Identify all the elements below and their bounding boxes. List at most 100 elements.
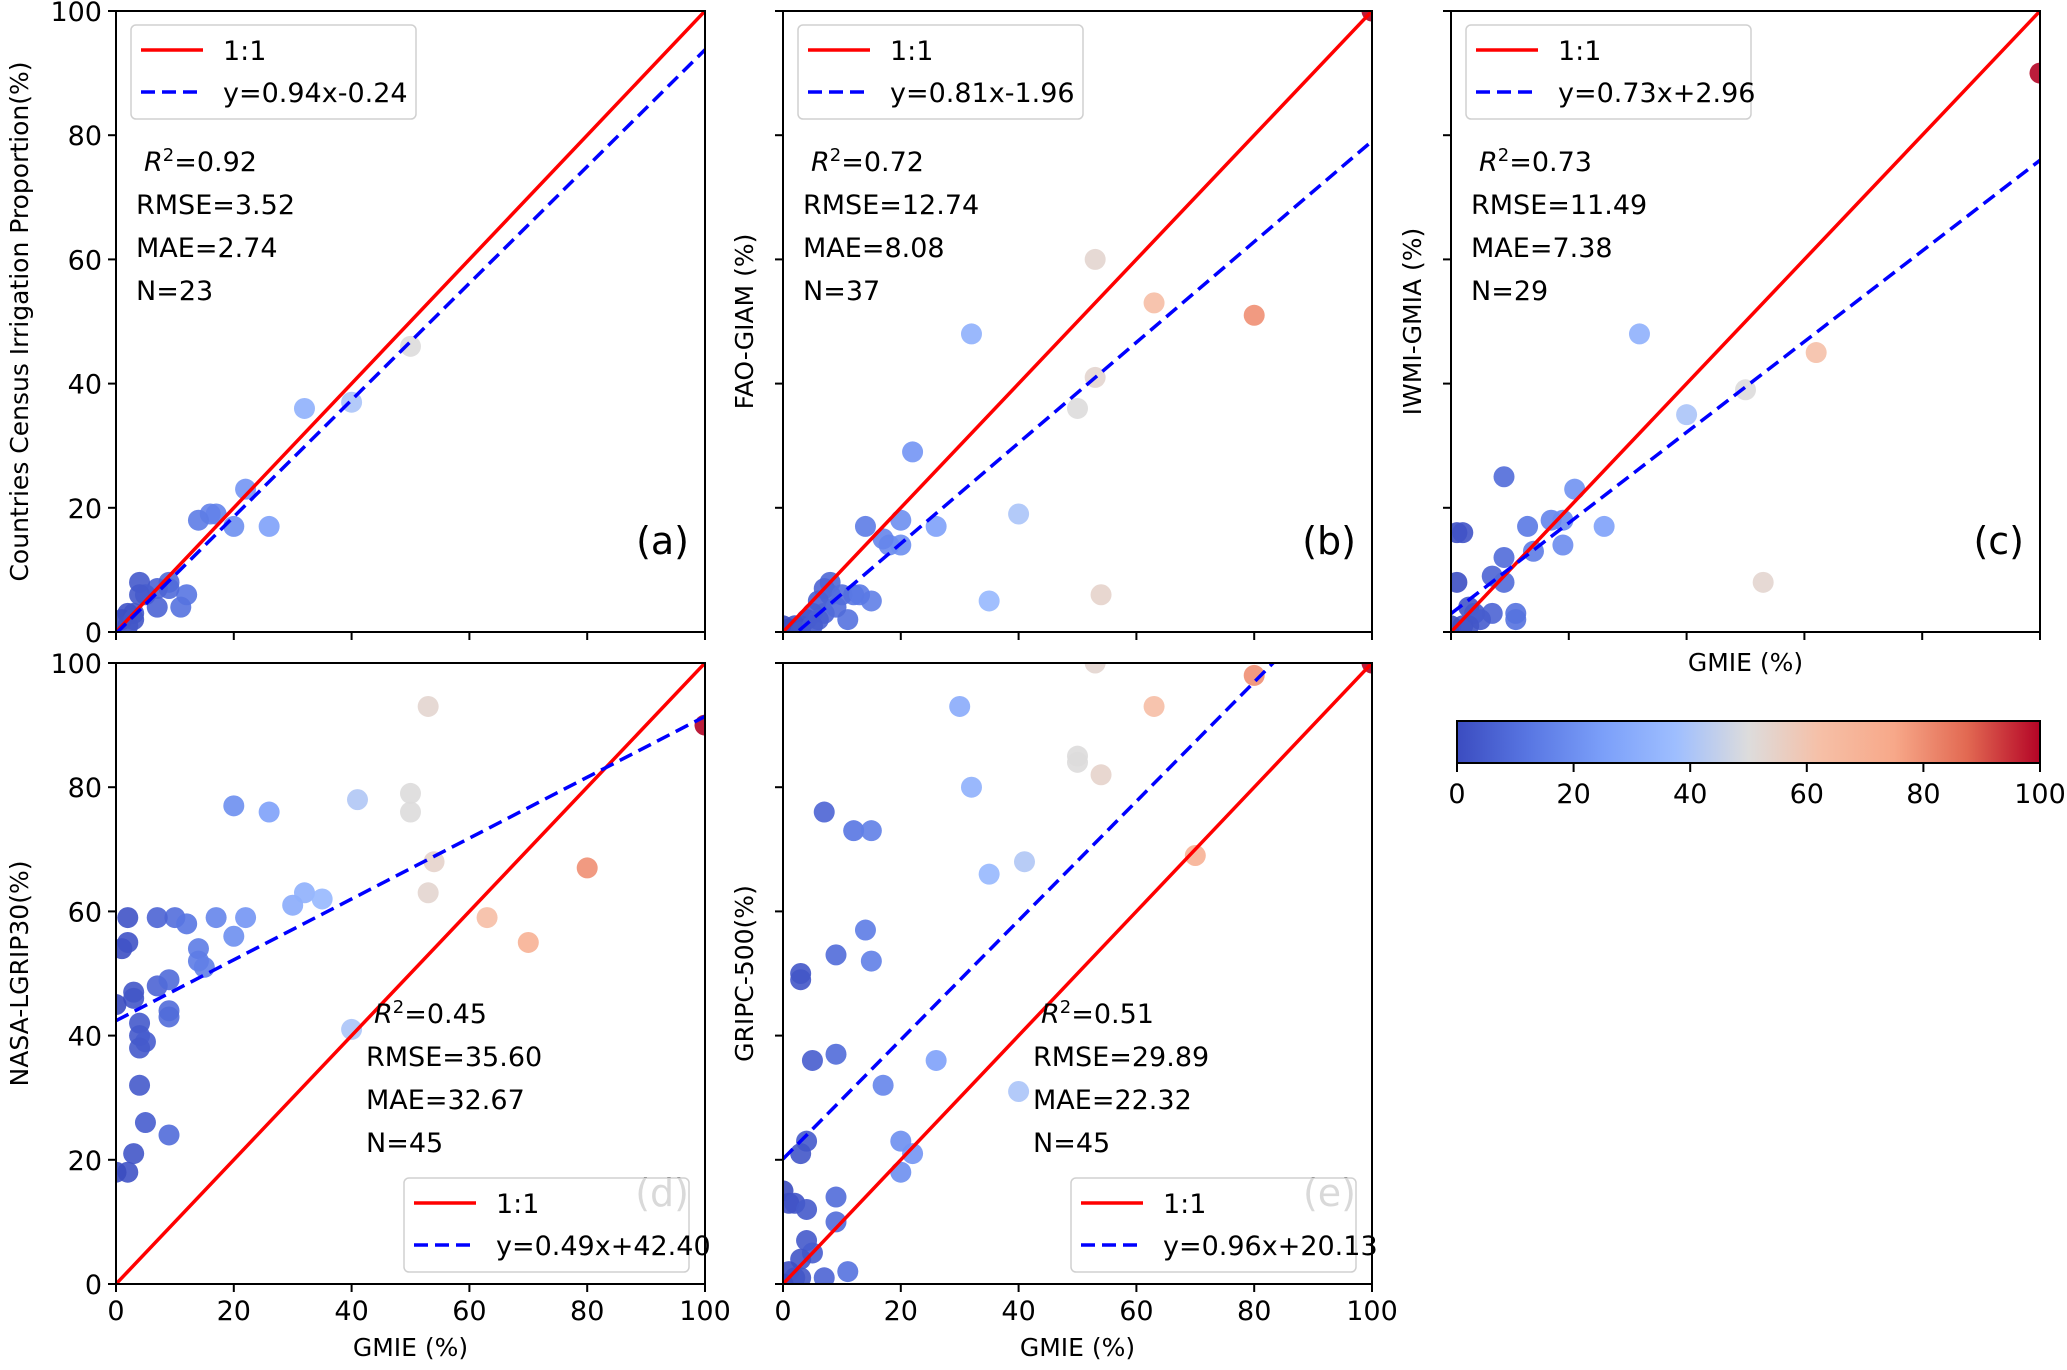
- sample-count: N=37: [803, 276, 880, 307]
- scatter-point: [801, 615, 823, 632]
- scatter-point: [146, 907, 168, 929]
- scatter-point: [978, 590, 1000, 612]
- scatter-point: [423, 851, 445, 873]
- x-tick-label: 20: [217, 1296, 251, 1327]
- scatter-point: [1458, 615, 1480, 632]
- scatter-point: [123, 987, 145, 1009]
- scatter-point: [517, 931, 539, 953]
- y-tick-label: 100: [50, 649, 102, 680]
- scatter-point: [860, 820, 882, 842]
- scatter-point: [129, 1037, 151, 1059]
- y-axis-label: GRIPC-500(%): [730, 885, 759, 1062]
- plot-area: [116, 663, 705, 1284]
- y-axis-label: NASA-LGRIP30(%): [5, 861, 34, 1087]
- y-tick-label: 80: [68, 121, 102, 152]
- r-squared: R2=0.51: [1041, 997, 1154, 1031]
- y-tick-label: 20: [68, 1146, 102, 1177]
- scatter-point: [129, 1074, 151, 1096]
- scatter-point: [223, 795, 245, 817]
- scatter-point: [843, 820, 865, 842]
- one-to-one-line: [783, 11, 1372, 632]
- scatter-point: [1517, 515, 1539, 537]
- scatter-point: [872, 1074, 894, 1096]
- legend-entry: y=0.73x+2.96: [1558, 78, 1755, 109]
- scatter-point: [158, 969, 180, 991]
- scatter-point: [170, 596, 192, 618]
- mae: MAE=32.67: [366, 1085, 525, 1116]
- scatter-point: [117, 931, 139, 953]
- scatter-point: [417, 695, 439, 717]
- scatter-point: [801, 1049, 823, 1071]
- regression-fit-line: [1451, 158, 2040, 616]
- scatter-point: [1184, 845, 1206, 867]
- regression-fit-line: [116, 714, 705, 1023]
- sample-count: N=29: [1471, 276, 1548, 307]
- x-tick-label: 80: [1237, 1296, 1271, 1327]
- plot-area: [1451, 11, 2040, 632]
- regression-fit-line: [794, 139, 1372, 632]
- plot-area: [783, 663, 1372, 1284]
- scatter-point: [978, 863, 1000, 885]
- scatter-point: [1084, 663, 1106, 674]
- axes-frame: [782, 662, 1373, 1285]
- scatter-point: [1593, 515, 1615, 537]
- y-axis-label: FAO-GIAM (%): [730, 234, 759, 410]
- scatter-point: [1143, 695, 1165, 717]
- scatter-point: [341, 1018, 363, 1040]
- scatter-point: [116, 1161, 127, 1183]
- scatter-point: [293, 882, 315, 904]
- y-tick-label: 100: [50, 0, 102, 28]
- x-axis-label: GMIE (%): [1688, 648, 1803, 677]
- x-tick-label: 40: [1001, 1296, 1035, 1327]
- colorbar-tick-label: 60: [1790, 779, 1824, 810]
- r-squared: R2=0.72: [811, 145, 924, 179]
- scatter-point: [813, 801, 835, 823]
- colorbar-tick-label: 0: [1448, 779, 1465, 810]
- panel-c: GMIE (%) IWMI-GMIA (%) (c) 1:1 y=0.73x+2.96 R…: [1398, 10, 2041, 677]
- x-tick-label: 20: [884, 1296, 918, 1327]
- scatter-point: [1805, 342, 1827, 364]
- scatter-point: [825, 944, 847, 966]
- scatter-point: [158, 1124, 180, 1146]
- scatter-point: [476, 907, 498, 929]
- scatter-point: [1008, 1080, 1030, 1102]
- stats-box: R2=0.73 RMSE=11.49 MAE=7.38 N=29: [1471, 145, 1647, 308]
- mae: MAE=22.32: [1033, 1085, 1192, 1116]
- scatter-point: [1451, 571, 1468, 593]
- scatter-point: [1243, 304, 1265, 326]
- scatter-point: [790, 1143, 812, 1165]
- legend-entry: 1:1: [496, 1189, 539, 1220]
- scatter-point: [1452, 522, 1474, 544]
- one-to-one-line: [1451, 11, 2040, 632]
- scatter-point: [2029, 62, 2040, 84]
- scatter-point: [1067, 751, 1088, 773]
- colorbar-tick-label: 100: [2014, 779, 2066, 810]
- scatter-point: [1493, 571, 1515, 593]
- rmse: RMSE=35.60: [366, 1042, 542, 1073]
- axes-frame: [115, 10, 706, 633]
- scatter-point: [293, 397, 315, 419]
- legend-entry: 1:1: [890, 36, 933, 67]
- scatter-point: [1013, 851, 1035, 873]
- stats-box: R2=0.45 RMSE=35.60 MAE=32.67 N=45: [366, 997, 542, 1160]
- x-axis-label: GMIE (%): [1020, 1333, 1135, 1362]
- r-squared: R2=0.45: [374, 997, 487, 1031]
- legend-entry: 1:1: [223, 36, 266, 67]
- rmse: RMSE=29.89: [1033, 1042, 1209, 1073]
- r-squared: R2=0.92: [144, 145, 257, 179]
- scatter-point: [1552, 534, 1574, 556]
- scatter-point: [1493, 466, 1515, 488]
- scatter-point: [790, 969, 812, 991]
- one-to-one-line: [116, 11, 705, 632]
- axes-frame: [1450, 10, 2041, 633]
- y-tick-label: 80: [68, 773, 102, 804]
- regression-fit-line: [116, 48, 705, 632]
- scatter-point: [258, 801, 280, 823]
- scatter-point: [854, 919, 876, 941]
- scatter-point: [960, 776, 982, 798]
- scatter-point: [123, 609, 145, 631]
- legend: 1:1 y=0.94x-0.24: [130, 24, 417, 120]
- panel-d: 0 20 40 60 80 100 0 20 40 60 80 100 GMIE (%) NASA-LGR…: [5, 649, 731, 1362]
- x-tick-label: 0: [107, 1296, 124, 1327]
